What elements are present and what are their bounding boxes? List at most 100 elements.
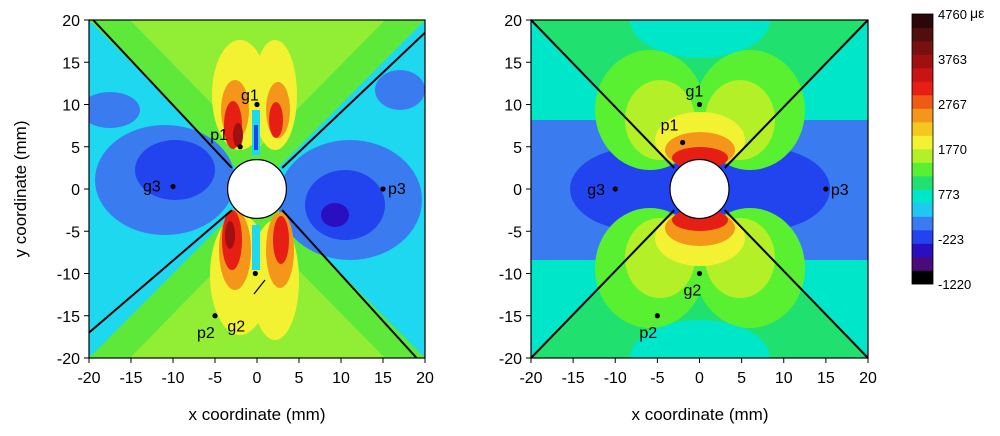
y-tick-label: 0 [513,182,522,199]
simulated-x-axis-label: x coordinate (mm) [632,405,769,424]
point-p3-label: p3 [388,181,406,198]
measured-diagonal-lines [88,19,426,359]
y-tick-label: -5 [508,224,522,241]
point-g2-marker [252,270,258,277]
y-tick-label: 5 [513,140,522,157]
x-tick-label: -10 [161,370,184,387]
y-tick-label: 10 [504,98,522,115]
x-tick-label: 0 [695,370,704,387]
colorbar-tick-label: 773 [938,187,960,202]
colorbar-swatch [912,122,933,136]
colorbar-swatches [912,14,933,285]
colorbar-swatch [912,135,933,150]
y-tick-label: 20 [62,13,80,30]
point-p1-label: p1 [661,118,679,135]
colorbar-swatch [912,27,933,42]
colorbar-swatch [912,203,933,217]
point-g3-marker [612,186,618,192]
colorbar-swatch [912,243,933,258]
measured-gauge-points: g1 p1 g3 p3 g2 p2 [143,88,406,342]
y-tick-label: -15 [57,309,80,326]
x-tick-label: 5 [295,370,304,387]
colorbar-tick-label: -1220 [938,277,971,292]
point-p1-marker [680,139,686,146]
x-tick-label: 0 [253,370,262,387]
colorbar-swatch [912,54,933,69]
diagonal-line-3 [88,209,233,334]
diagonal-line-2 [281,31,426,169]
point-p1-label: p1 [210,127,228,144]
colorbar-swatch [912,41,933,55]
point-g1-label: g1 [686,84,704,101]
colorbar-swatch [912,108,933,123]
x-tick-label: -15 [119,370,142,387]
point-g3-label: g3 [143,178,161,195]
point-g1-marker [254,101,260,108]
y-tick-label: -5 [66,224,80,241]
point-p2-label: p2 [197,325,215,342]
colorbar-swatch [912,162,933,177]
simulated-hole [669,158,730,220]
simulated-y-ticks: 20 15 10 5 0 -5 -10 -15 -20 [499,13,531,368]
colorbar-tick-label: 2767 [938,97,967,112]
x-tick-label: -20 [77,370,100,387]
diagonal-line-1 [530,19,675,169]
x-tick-label: 20 [416,370,434,387]
colorbar-swatch [912,149,933,163]
simulated-x-ticks: -20 -15 -10 -5 0 5 10 15 20 [519,358,877,387]
x-tick-label: 10 [332,370,350,387]
colorbar-tick-label: 4760 [938,7,967,22]
colorbar-frame [911,13,934,285]
point-p2-label: p2 [639,325,657,342]
y-tick-label: 5 [71,140,80,157]
x-tick-label: -10 [604,370,627,387]
simulated-panel: g1 p1 g3 p3 g2 p2 -20 -15 -10 -5 0 5 10 15 20 20 15 10 5… [499,13,877,424]
y-tick-label: -10 [57,267,80,284]
point-g3-marker [170,183,176,190]
colorbar-swatch [912,257,933,271]
point-p3-marker [823,186,829,192]
y-tick-label: -20 [57,351,80,368]
y-tick-label: -10 [499,267,522,284]
point-g2-marker [696,270,703,277]
x-tick-label: 15 [374,370,392,387]
measured-y-ticks: 20 15 10 5 0 -5 -10 -15 -20 [57,13,89,368]
point-g2-label: g2 [227,319,245,336]
y-tick-label: -15 [499,309,522,326]
colorbar-swatch [912,189,933,204]
point-p3-label: p3 [831,182,849,199]
colorbar: 4760 3763 2767 1770 773 -223 -1220 με [911,5,984,292]
y-tick-label: 20 [504,13,522,30]
colorbar-swatch [912,95,933,109]
x-tick-label: -15 [562,370,585,387]
measured-panel: g1 p1 g3 p3 g2 p2 -20 -15 -10 -5 0 5 10 15 20 20 15 10 5… [11,13,434,424]
x-tick-label: 5 [737,370,746,387]
x-tick-label: 20 [859,370,877,387]
g2-leader-line [253,279,266,295]
x-tick-label: 10 [775,370,793,387]
colorbar-tick-label: 3763 [938,52,967,67]
y-tick-label: -20 [499,351,522,368]
point-p2-marker [212,313,218,319]
measured-y-axis-label: y coordinate (mm) [11,121,30,258]
simulated-gauge-points: g1 p1 g3 p3 g2 p2 [587,84,849,342]
diagonal-line-4 [724,209,869,359]
colorbar-unit: με [970,5,984,21]
measured-x-ticks: -20 -15 -10 -5 0 5 10 15 20 [77,358,434,387]
point-p3-marker [380,186,386,192]
simulated-diagonal-lines [530,19,869,359]
colorbar-swatch [912,230,933,244]
colorbar-tick-labels: 4760 3763 2767 1770 773 -223 -1220 [938,7,971,292]
y-tick-label: 15 [62,55,80,72]
x-tick-label: -5 [208,370,222,387]
colorbar-swatch [912,14,933,28]
measured-x-axis-label: x coordinate (mm) [189,405,326,424]
diagonal-line-4 [281,209,418,359]
point-g3-label: g3 [587,182,605,199]
colorbar-swatch [912,270,933,285]
colorbar-tick-label: 1770 [938,142,967,157]
x-tick-label: 15 [817,370,835,387]
diagonal-line-3 [530,209,675,359]
colorbar-swatch [912,176,933,190]
